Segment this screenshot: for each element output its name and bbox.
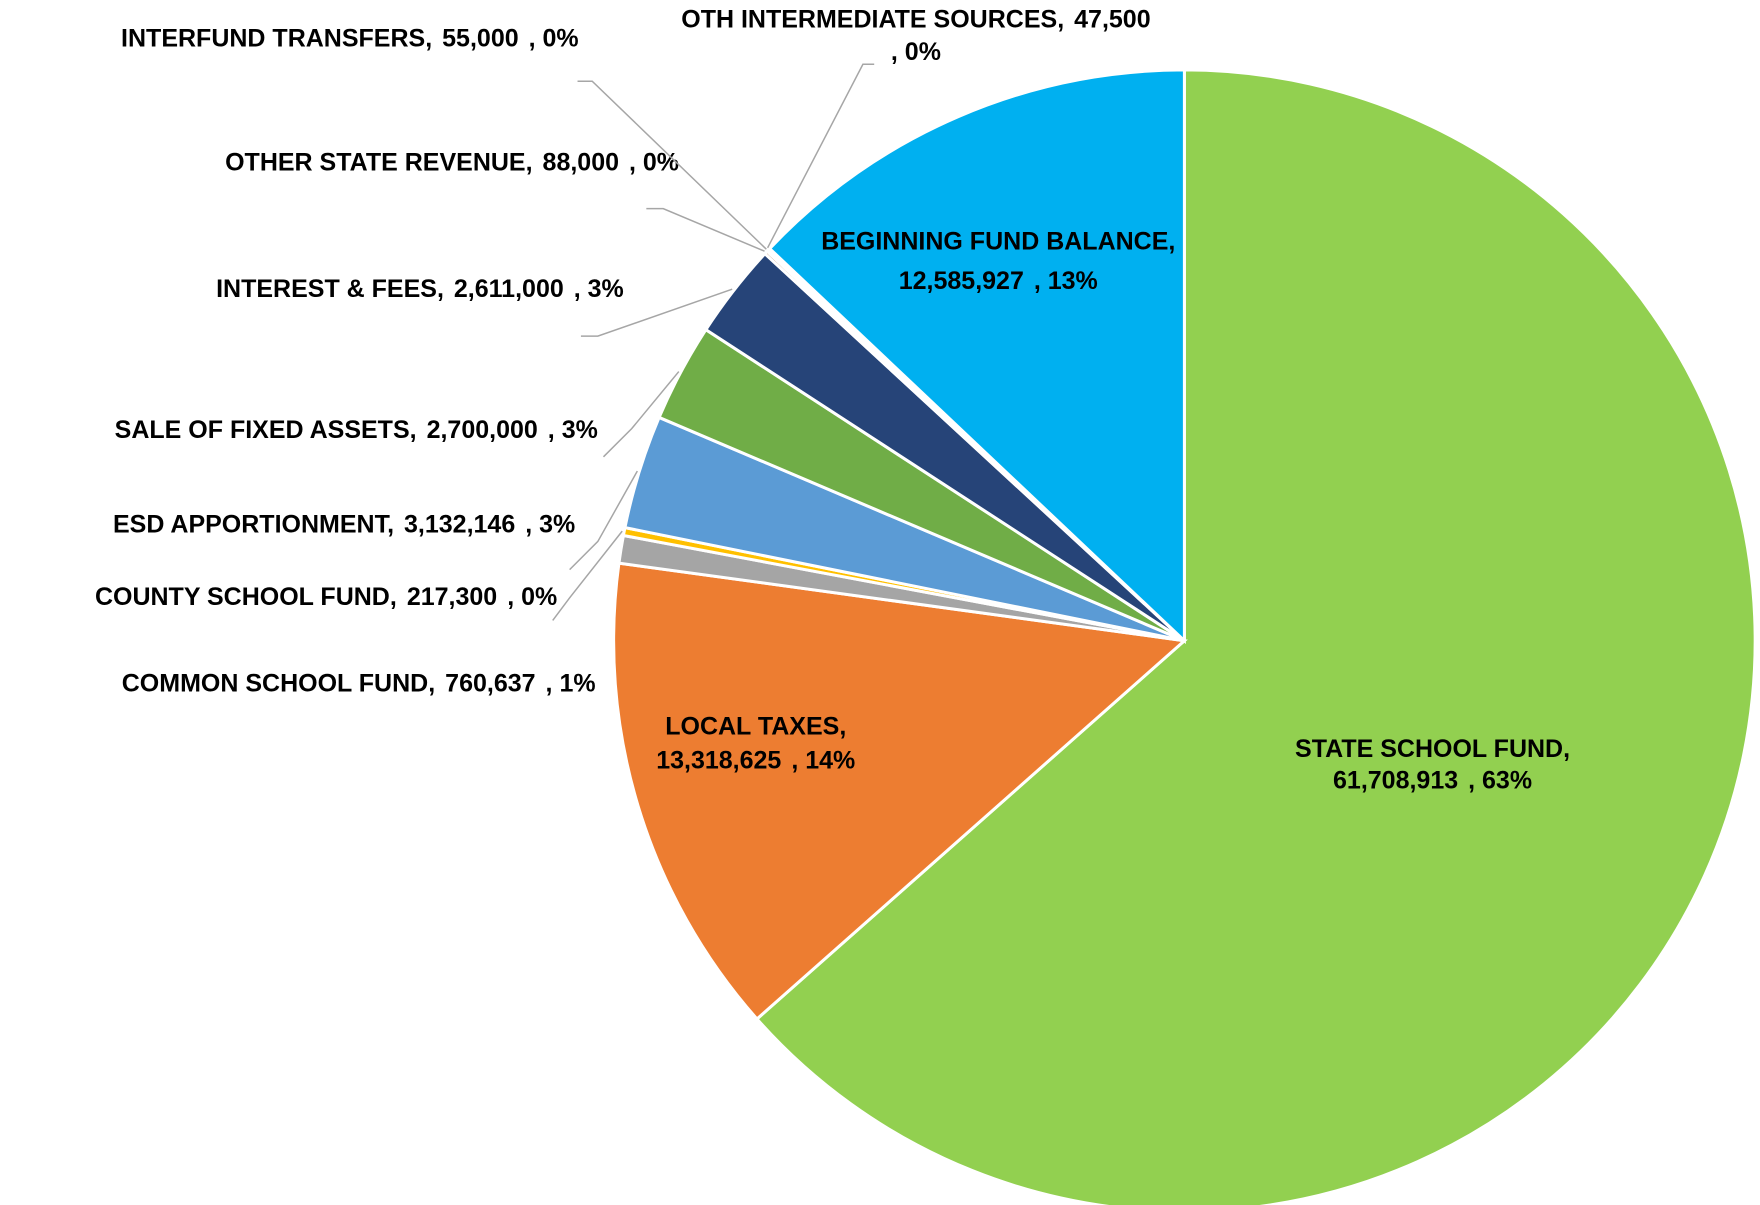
label-part: OTH INTERMEDIATE SOURCES,: [681, 5, 1064, 33]
pie-slice: [612, 561, 1188, 1022]
label-part: OTHER STATE REVENUE,: [225, 148, 532, 176]
label-part: 217,300: [407, 582, 497, 610]
label-part: SALE OF FIXED ASSETS,: [115, 416, 417, 444]
label-part: INTERFUND TRANSFERS,: [121, 24, 432, 52]
label-part: 2,611,000: [454, 275, 564, 303]
label-part: LOCAL TAXES,: [665, 712, 846, 740]
label-part: , 3%: [525, 510, 575, 538]
label-part: , 3%: [574, 275, 624, 303]
label-part: 760,637: [445, 669, 535, 697]
label-part: COUNTY SCHOOL FUND,: [95, 582, 397, 610]
label-part: ESD APPORTIONMENT,: [113, 510, 394, 538]
leader-line: [766, 63, 875, 249]
leader-line: [646, 207, 765, 252]
label-part: , 0%: [507, 582, 557, 610]
label-part: 13,318,625: [656, 746, 781, 774]
data-label: OTH INTERMEDIATE SOURCES, 47,500 , 0%: [681, 5, 1150, 66]
label-part: , 14%: [791, 746, 855, 774]
leader-line: [569, 470, 638, 571]
leader-line: [602, 371, 680, 458]
label-part: , 0%: [891, 38, 941, 66]
data-label: INTEREST & FEES, 2,611,000 , 3%: [216, 275, 624, 303]
label-part: , 0%: [629, 148, 679, 176]
label-part: 88,000: [543, 148, 619, 176]
leader-line: [580, 288, 733, 337]
label-part: , 0%: [529, 24, 579, 52]
leader-line: [552, 530, 623, 621]
pie-slice: [767, 68, 1186, 645]
data-label: OTHER STATE REVENUE, 88,000 , 0%: [225, 148, 679, 176]
data-label: BEGINNING FUND BALANCE, 12,585,927 , 13%: [821, 227, 1175, 294]
label-part: INTEREST & FEES,: [216, 275, 444, 303]
data-label: ESD APPORTIONMENT, 3,132,146 , 3%: [113, 510, 575, 538]
label-part: 3,132,146: [404, 510, 515, 538]
pie-slice: [754, 68, 1757, 1205]
data-label: INTERFUND TRANSFERS, 55,000 , 0%: [121, 24, 579, 52]
label-part: , 63%: [1468, 766, 1532, 794]
data-label: STATE SCHOOL FUND, 61,708,913 , 63%: [1295, 735, 1570, 795]
data-label: LOCAL TAXES, 13,318,625 , 14%: [656, 712, 855, 774]
label-part: STATE SCHOOL FUND,: [1295, 735, 1570, 763]
label-part: , 1%: [546, 669, 596, 697]
label-part: BEGINNING FUND BALANCE,: [821, 227, 1175, 255]
label-part: , 13%: [1034, 267, 1098, 295]
label-part: 2,700,000: [427, 416, 538, 444]
label-part: COMMON SCHOOL FUND,: [122, 669, 435, 697]
label-part: , 3%: [548, 416, 598, 444]
leader-line: [577, 80, 767, 250]
data-label: COMMON SCHOOL FUND, 760,637 , 1%: [122, 669, 596, 697]
data-label: SALE OF FIXED ASSETS, 2,700,000 , 3%: [115, 416, 598, 444]
label-part: 12,585,927: [899, 267, 1024, 295]
data-label: COUNTY SCHOOL FUND, 217,300 , 0%: [95, 582, 557, 610]
label-part: 47,500: [1074, 5, 1150, 33]
label-part: 55,000: [442, 24, 518, 52]
label-part: 61,708,913: [1333, 766, 1458, 794]
